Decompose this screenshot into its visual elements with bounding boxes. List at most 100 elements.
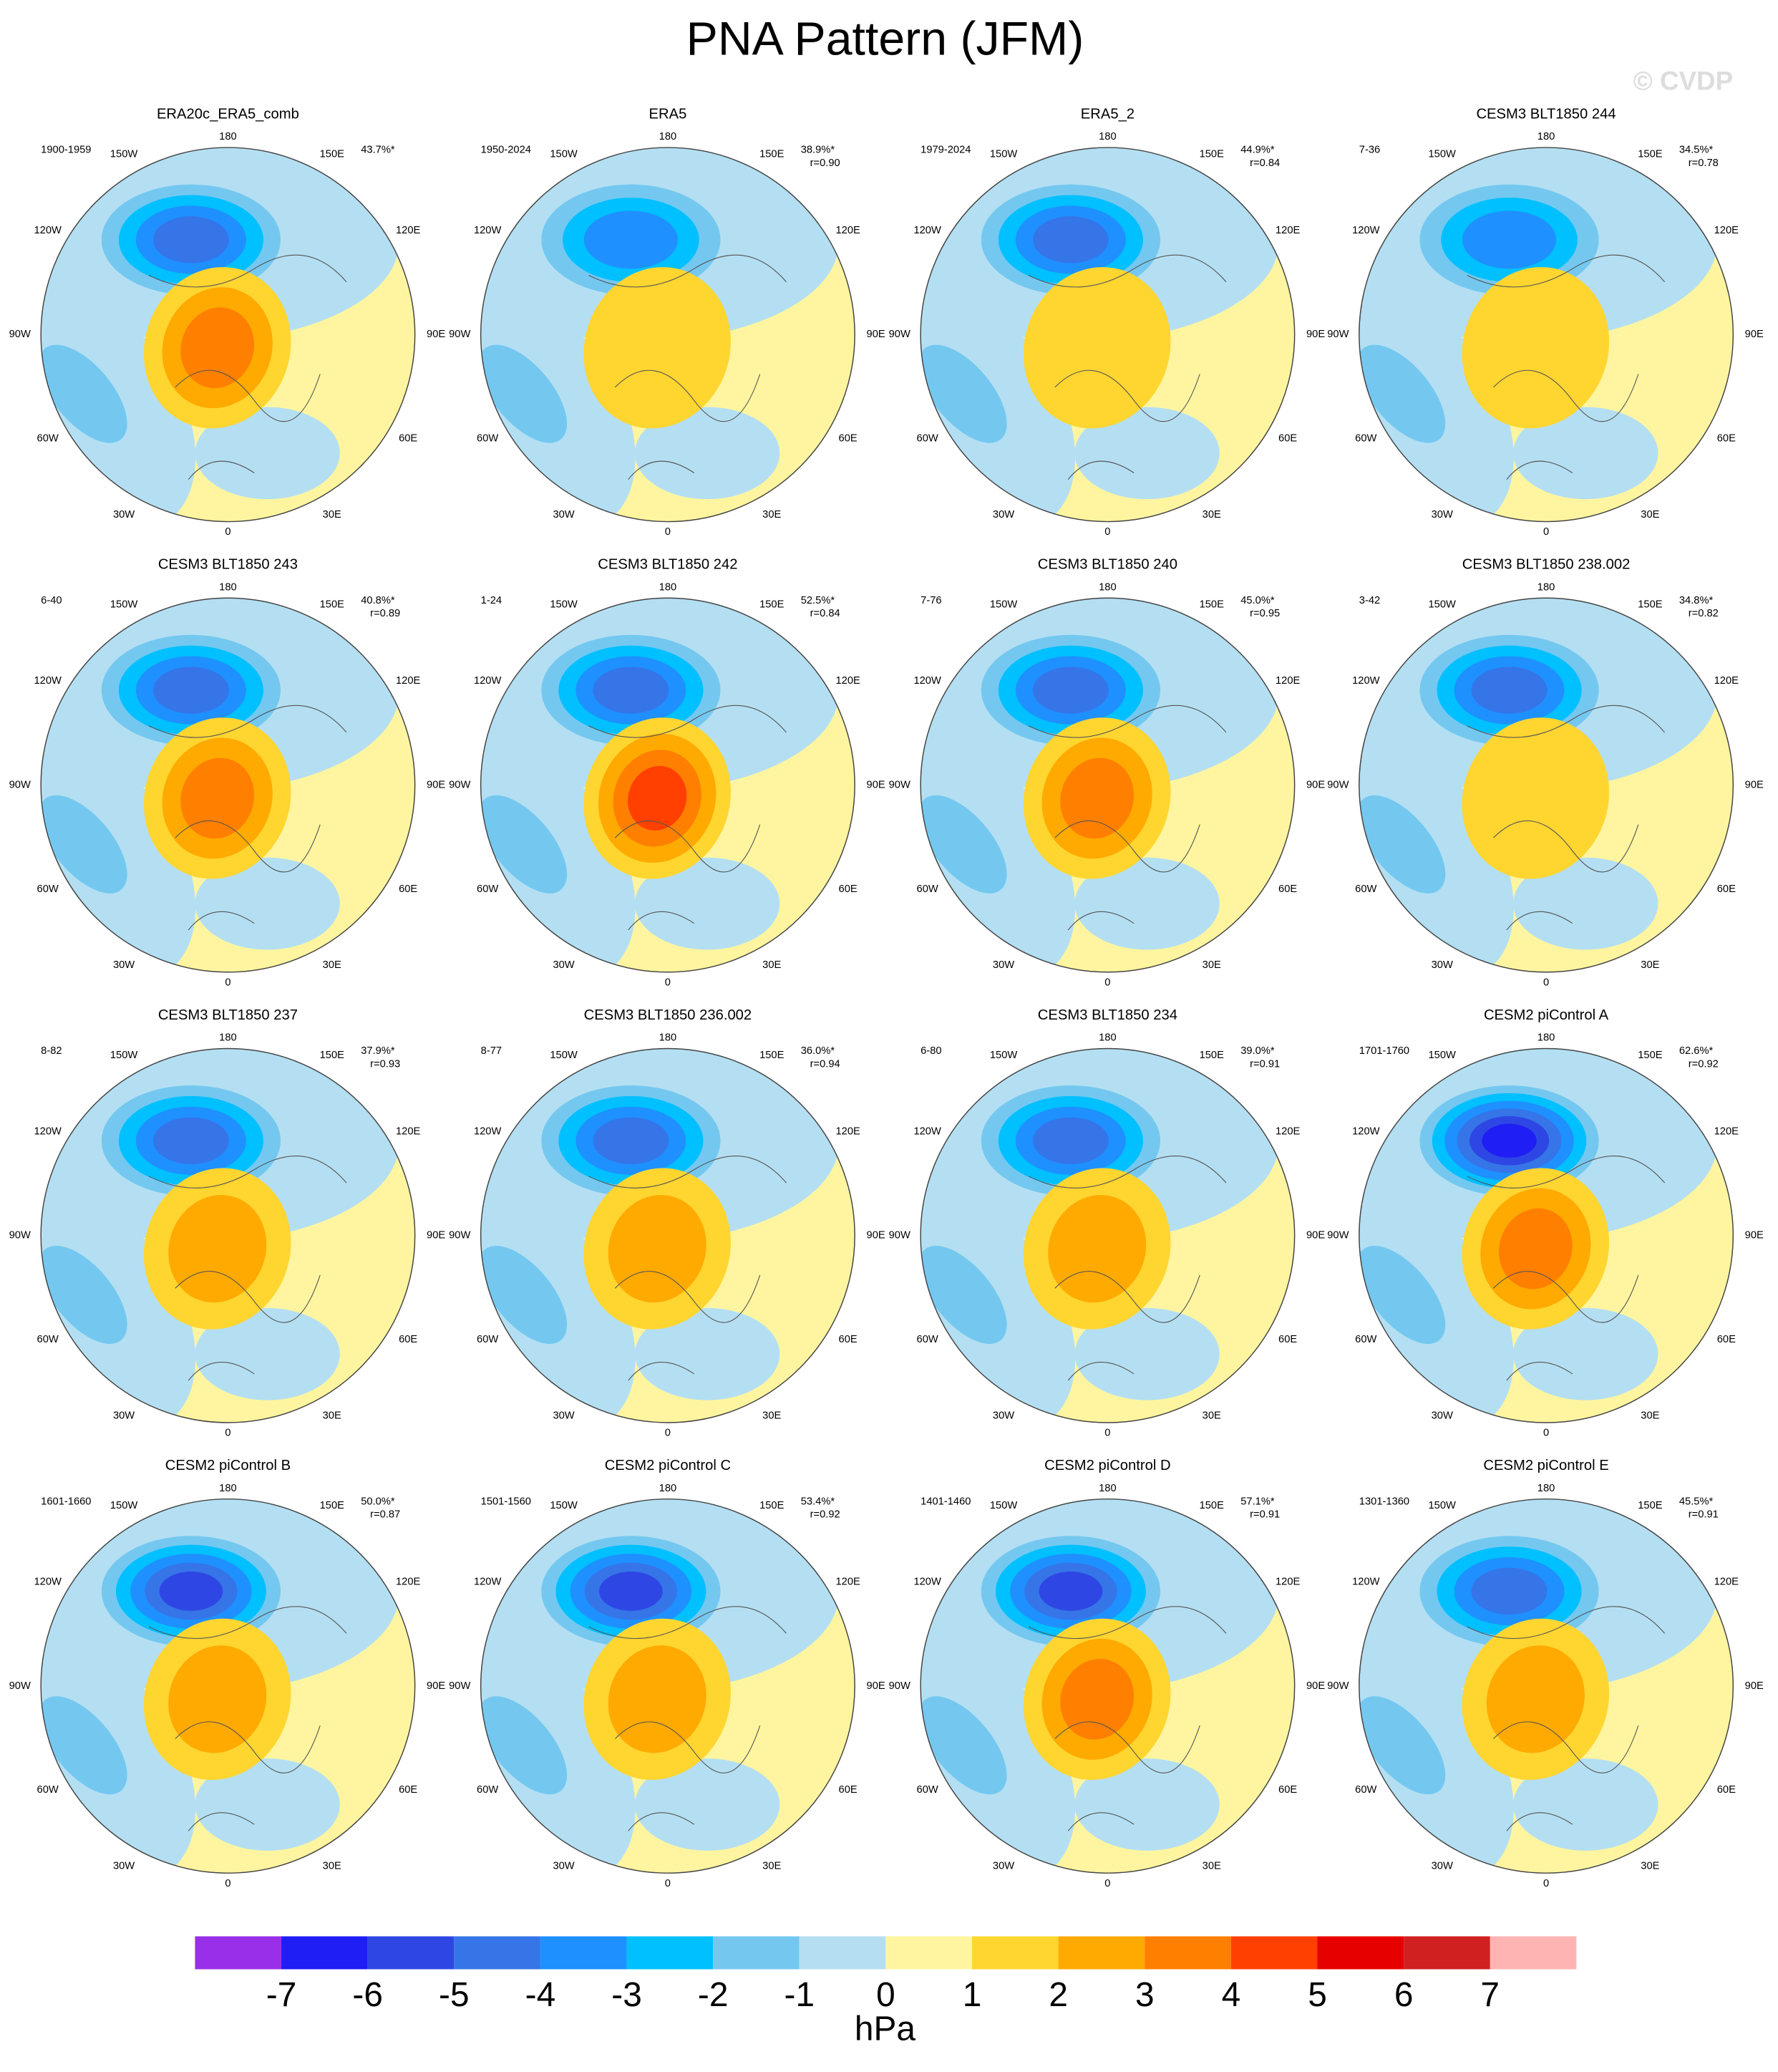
longitude-label: 60E (399, 1334, 417, 1345)
map-border (920, 597, 1296, 973)
field-low (583, 210, 678, 269)
field-high (1498, 1208, 1573, 1289)
longitude-label: 30E (323, 1410, 341, 1421)
longitude-label: 30E (1203, 509, 1221, 521)
longitude-label: 60E (399, 883, 417, 895)
longitude-label: 90W (9, 1680, 31, 1692)
longitude-label: 30E (762, 1861, 781, 1872)
map-border (1359, 597, 1734, 973)
field-region (1359, 344, 1446, 443)
longitude-label: 180 (219, 131, 237, 142)
longitude-label: 180 (219, 1032, 237, 1044)
panel-percent: 40.8%* (361, 595, 395, 606)
longitude-label: 150W (110, 1500, 138, 1511)
longitude-label: 30W (553, 959, 574, 971)
panel-title: CESM3 BLT1850 234 (1038, 1007, 1177, 1023)
longitude-label: 60E (1278, 1334, 1297, 1345)
longitude-label: 60W (917, 433, 938, 445)
panel-title: CESM2 piControl B (165, 1458, 291, 1473)
panel-percent: 44.9%* (1240, 145, 1275, 156)
longitude-label: 60E (1717, 433, 1736, 445)
longitude-label: 120W (474, 1576, 502, 1587)
field-region (195, 857, 340, 950)
longitude-label: 180 (659, 131, 677, 142)
longitude-label: 120W (1352, 1576, 1380, 1587)
longitude-label: 150E (1200, 1500, 1225, 1511)
panel-percent: 45.0%* (1240, 595, 1275, 606)
coastline (1028, 254, 1227, 480)
longitude-label: 120E (396, 1576, 421, 1587)
longitude-label: 30W (993, 1410, 1014, 1421)
longitude-label: 90W (449, 329, 470, 340)
longitude-label: 180 (219, 1483, 237, 1494)
longitude-label: 0 (665, 526, 671, 538)
coastline (1467, 705, 1666, 931)
longitude-label: 60W (1355, 1334, 1376, 1345)
longitude-label: 60W (1355, 1784, 1376, 1796)
longitude-label: 150W (110, 599, 138, 611)
longitude-label: 120W (913, 1576, 941, 1587)
longitude-label: 0 (665, 1428, 671, 1439)
longitude-label: 90E (1745, 329, 1764, 340)
longitude-label: 120W (474, 1125, 502, 1137)
colorbar-box (799, 1936, 886, 1970)
field-region (41, 344, 127, 443)
longitude-label: 90W (889, 329, 910, 340)
longitude-label: 150E (1638, 1500, 1663, 1511)
longitude-label: 180 (659, 581, 677, 593)
longitude-label: 150E (759, 148, 784, 160)
longitude-label: 150E (759, 1500, 784, 1511)
panel-percent: 38.9%* (801, 145, 835, 156)
field-high (180, 307, 255, 389)
longitude-label: 0 (1543, 526, 1549, 538)
longitude-label: 150W (110, 148, 138, 160)
longitude-label: 30W (553, 1861, 574, 1872)
longitude-label: 180 (1537, 131, 1555, 142)
colorbar-box (367, 1936, 455, 1970)
longitude-label: 120W (913, 225, 941, 236)
longitude-label: 120W (474, 225, 502, 236)
longitude-label: 90E (427, 329, 445, 340)
field-high (1060, 757, 1135, 839)
colorbar-tick-label: -1 (784, 1976, 815, 2014)
longitude-label: 60W (917, 883, 938, 895)
longitude-label: 120W (34, 1576, 62, 1587)
panel-r: r=0.84 (1250, 158, 1280, 169)
longitude-label: 90E (1745, 779, 1764, 790)
longitude-label: 30W (113, 509, 135, 521)
longitude-label: 90W (1327, 1680, 1349, 1692)
longitude-label: 120W (913, 675, 941, 687)
colorbar-box (1317, 1936, 1404, 1970)
longitude-label: 0 (225, 1878, 230, 1889)
longitude-label: 30W (113, 1410, 135, 1421)
coastline (1028, 1156, 1227, 1381)
map-border (40, 147, 416, 523)
field-region (1074, 407, 1220, 500)
field-high (583, 267, 731, 429)
colorbar-box (281, 1936, 368, 1970)
map-panel (1359, 1048, 1734, 1423)
map-border (920, 1498, 1296, 1874)
field-low (593, 1117, 669, 1164)
field-low (152, 1117, 229, 1164)
map-border (480, 1047, 855, 1423)
longitude-label: 180 (1099, 581, 1117, 593)
field-region (1359, 795, 1446, 894)
coastline (1028, 1606, 1227, 1831)
panel-title: ERA5_2 (1081, 106, 1135, 122)
field-region (920, 1696, 1007, 1795)
longitude-label: 120E (1276, 1125, 1301, 1137)
longitude-label: 120E (1714, 675, 1739, 687)
panel-period: 8-82 (41, 1045, 62, 1057)
longitude-label: 120W (1352, 225, 1380, 236)
field-region (1513, 1758, 1658, 1851)
longitude-label: 120E (1276, 1576, 1301, 1587)
longitude-label: 120W (34, 1125, 62, 1137)
field-low (159, 1572, 223, 1611)
field-region (195, 1307, 340, 1400)
panel-period: 1601-1660 (41, 1496, 91, 1507)
panel-r: r=0.92 (810, 1509, 840, 1521)
longitude-label: 60W (37, 433, 59, 445)
map-border (480, 597, 855, 973)
longitude-label: 90W (449, 779, 470, 790)
